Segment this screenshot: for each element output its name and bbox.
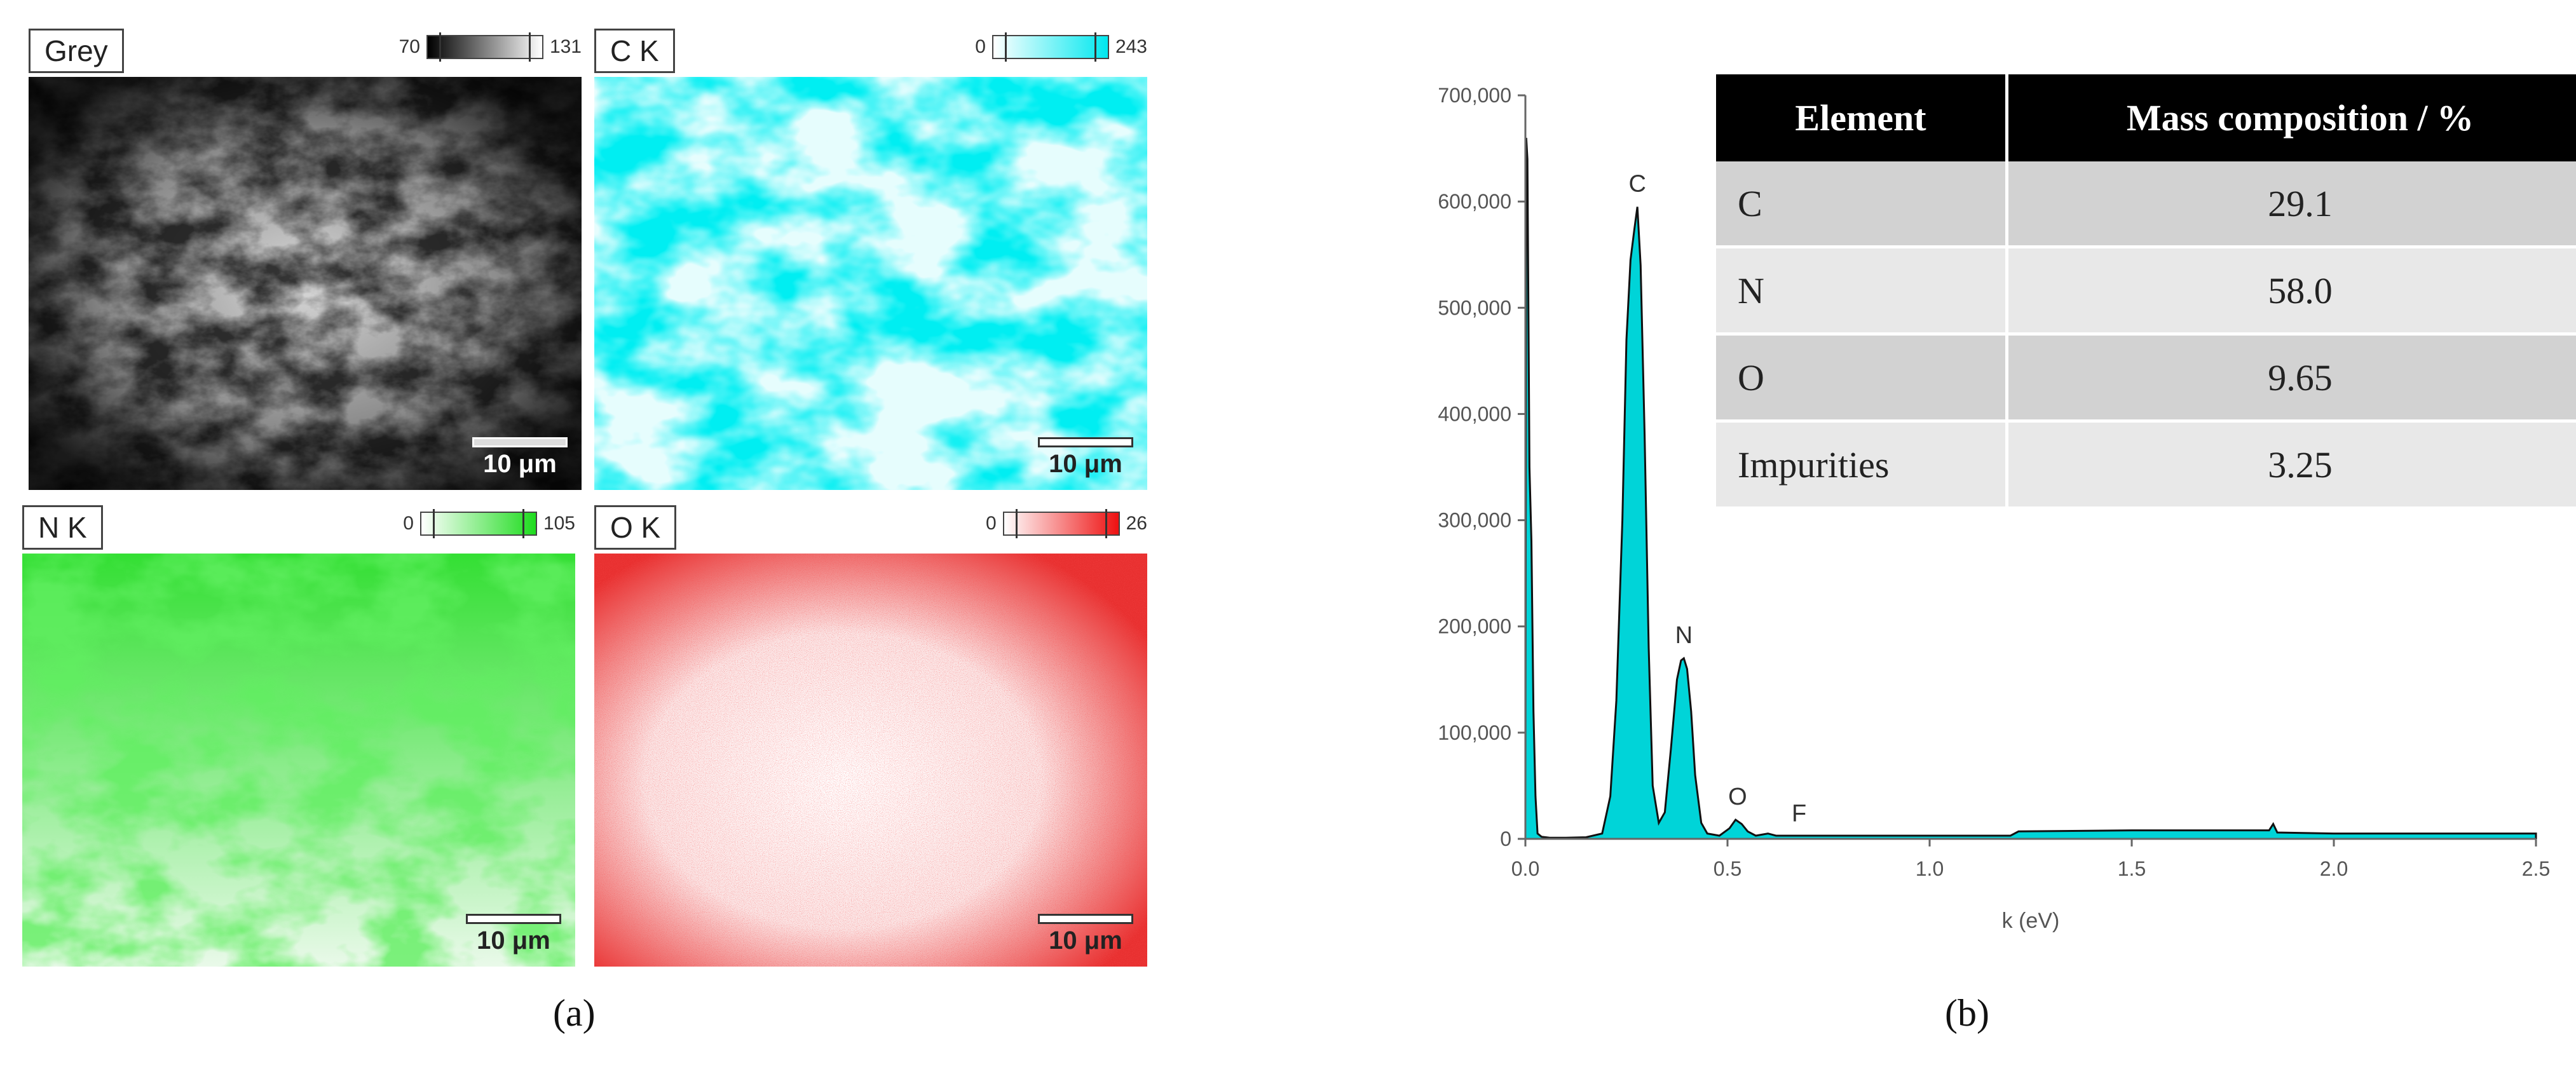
x-tick-label: 0.0 — [1511, 857, 1539, 880]
scale-bar-label: 10 μm — [1049, 450, 1122, 478]
color-scale-max: 26 — [1126, 513, 1147, 534]
map-carbon: C K 0 243 10 μm — [594, 29, 1147, 493]
map-oxygen: O K 0 26 10 μm — [594, 505, 1147, 969]
peak-label: F — [1792, 801, 1806, 827]
eds-map-o: 10 μm — [594, 554, 1147, 967]
color-scale-gradient — [419, 509, 537, 538]
composition-table: Element Mass composition / % C 29.1 N 58… — [1716, 74, 2576, 510]
eds-map-c: 10 μm — [594, 77, 1147, 490]
color-scale-max: 243 — [1115, 36, 1147, 57]
sem-image: 10 μm — [29, 77, 582, 490]
y-tick-label: 700,000 — [1438, 84, 1511, 107]
table-row: Impurities 3.25 — [1716, 421, 2576, 510]
map-nitrogen: N K 0 105 10 μm — [22, 505, 575, 969]
table-header-row: Element Mass composition / % — [1716, 74, 2576, 161]
mass-cell: 3.25 — [2007, 421, 2576, 510]
element-cell: N — [1716, 247, 2008, 336]
color-scale-min: 70 — [399, 36, 420, 57]
color-scale: 70 131 — [399, 32, 582, 62]
scale-bar: 10 μm — [1038, 437, 1133, 479]
table-row: O 9.65 — [1716, 334, 2576, 423]
table-row: C 29.1 — [1716, 161, 2576, 248]
color-scale: 0 105 — [403, 509, 575, 538]
peak-label: C — [1628, 171, 1646, 198]
mass-cell: 29.1 — [2007, 161, 2576, 248]
color-scale: 0 26 — [986, 509, 1147, 538]
mass-cell: 58.0 — [2007, 247, 2576, 336]
color-scale-max: 105 — [543, 513, 575, 534]
eds-spectrum-chart: 0 100,000 200,000 300,000 400,000 500,000 600,… — [1438, 84, 2550, 933]
y-tick-label: 0 — [1500, 827, 1511, 850]
peak-label: O — [1728, 784, 1747, 810]
color-scale-min: 0 — [975, 36, 986, 57]
panel-label-a: (a) — [553, 992, 596, 1034]
scale-bar: 10 μm — [1038, 914, 1133, 955]
map-label: N K — [22, 505, 103, 550]
column-header-mass: Mass composition / % — [2007, 74, 2576, 161]
map-label: Grey — [29, 29, 124, 73]
color-scale-gradient — [992, 32, 1109, 62]
y-tick-label: 400,000 — [1438, 402, 1511, 425]
y-tick-label: 500,000 — [1438, 296, 1511, 319]
scale-bar: 10 μm — [472, 437, 568, 479]
element-cell: O — [1716, 334, 2008, 423]
y-tick-label: 100,000 — [1438, 721, 1511, 744]
x-tick-label: 0.5 — [1714, 857, 1741, 880]
color-scale-min: 0 — [403, 513, 414, 534]
column-header-element: Element — [1716, 74, 2008, 161]
scale-bar-label: 10 μm — [483, 450, 557, 478]
spectrum-area — [1524, 137, 2537, 840]
y-tick-label: 300,000 — [1438, 509, 1511, 532]
scale-bar-label: 10 μm — [477, 927, 550, 955]
element-cell: Impurities — [1716, 421, 2008, 510]
scale-bar: 10 μm — [466, 914, 561, 955]
x-axis-label: k (eV) — [2002, 909, 2060, 933]
x-tick-label: 1.5 — [2118, 857, 2146, 880]
x-tick-label: 2.0 — [2320, 857, 2348, 880]
y-tick-label: 600,000 — [1438, 190, 1511, 213]
mass-cell: 9.65 — [2007, 334, 2576, 423]
x-tick-label: 2.5 — [2522, 857, 2550, 880]
color-scale-max: 131 — [549, 36, 582, 57]
scale-bar-label: 10 μm — [1049, 927, 1122, 955]
eds-map-n: 10 μm — [22, 554, 575, 967]
y-tick-label: 200,000 — [1438, 615, 1511, 638]
peak-label: N — [1675, 622, 1693, 649]
map-label: O K — [594, 505, 677, 550]
element-cell: C — [1716, 161, 2008, 248]
color-scale-gradient — [426, 32, 543, 62]
map-label: C K — [594, 29, 675, 73]
x-tick-label: 1.0 — [1916, 857, 1944, 880]
table-row: N 58.0 — [1716, 247, 2576, 336]
color-scale: 0 243 — [975, 32, 1147, 62]
color-scale-gradient — [1002, 509, 1120, 538]
map-grey: Grey 70 131 10 μm — [29, 29, 582, 493]
panel-label-b: (b) — [1945, 992, 1989, 1034]
color-scale-min: 0 — [985, 513, 997, 534]
